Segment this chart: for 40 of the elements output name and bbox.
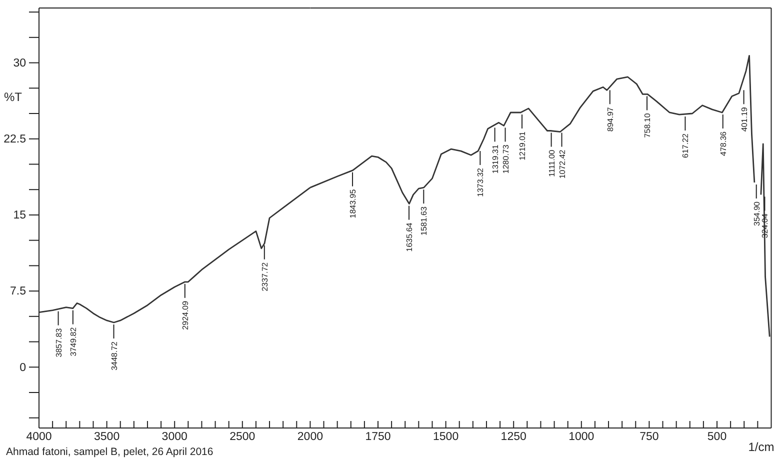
annotation: 354.90	[752, 200, 762, 226]
x-tick-label: 3000	[162, 430, 188, 443]
y-tick-label: 7.5	[10, 286, 26, 298]
annotation: 3749.82	[68, 326, 78, 356]
x-tick-label: 4000	[26, 430, 52, 443]
annotation: 1581.63	[420, 206, 429, 236]
annotation: 2337.72	[260, 262, 270, 292]
x-tick-label: 3500	[94, 430, 120, 443]
y-tick-label: 22.5	[4, 134, 26, 146]
x-tick-label: 1000	[568, 430, 594, 443]
y-tick-label: 0	[20, 362, 26, 374]
annotation: 758.10	[643, 112, 652, 138]
y-tick-label: 30	[13, 57, 26, 70]
annotation: 324.04	[760, 213, 770, 238]
text: Ahmad fatoni, sampel B, pelet, 26 April 2016	[6, 446, 214, 458]
annotation: 1072.42	[558, 149, 567, 179]
annotation: 3448.72	[110, 340, 119, 370]
annotation: 1635.64	[405, 222, 414, 252]
x-tick-label: 2000	[297, 430, 323, 443]
annotation: 1319.31	[490, 144, 500, 174]
x-tick-label: 1750	[365, 430, 391, 443]
annotation: 1843.95	[348, 188, 358, 218]
annotation: 401.19	[740, 106, 749, 132]
x-tick-label: 500	[707, 430, 727, 443]
annotation: 1111.00	[547, 149, 556, 177]
annotation: 894.97	[606, 106, 615, 132]
annotation: 617.22	[681, 132, 690, 158]
y-axis-title: %T	[4, 90, 23, 104]
annotation: 1373.32	[476, 167, 486, 197]
annotation: 2924.09	[180, 300, 190, 330]
annotation: 1219.01	[518, 130, 528, 160]
y-tick-label: 15	[13, 210, 26, 222]
annotation: 1280.73	[501, 144, 510, 174]
x-tick-label: 1250	[500, 430, 526, 443]
x-tick-label: 2500	[230, 430, 256, 443]
x-axis-title: 1/cm	[748, 440, 774, 454]
annotation: 478.36	[718, 130, 728, 156]
x-tick-label: 750	[640, 430, 659, 443]
x-tick-label: 1500	[433, 430, 459, 443]
annotation: 3857.83	[54, 328, 64, 358]
